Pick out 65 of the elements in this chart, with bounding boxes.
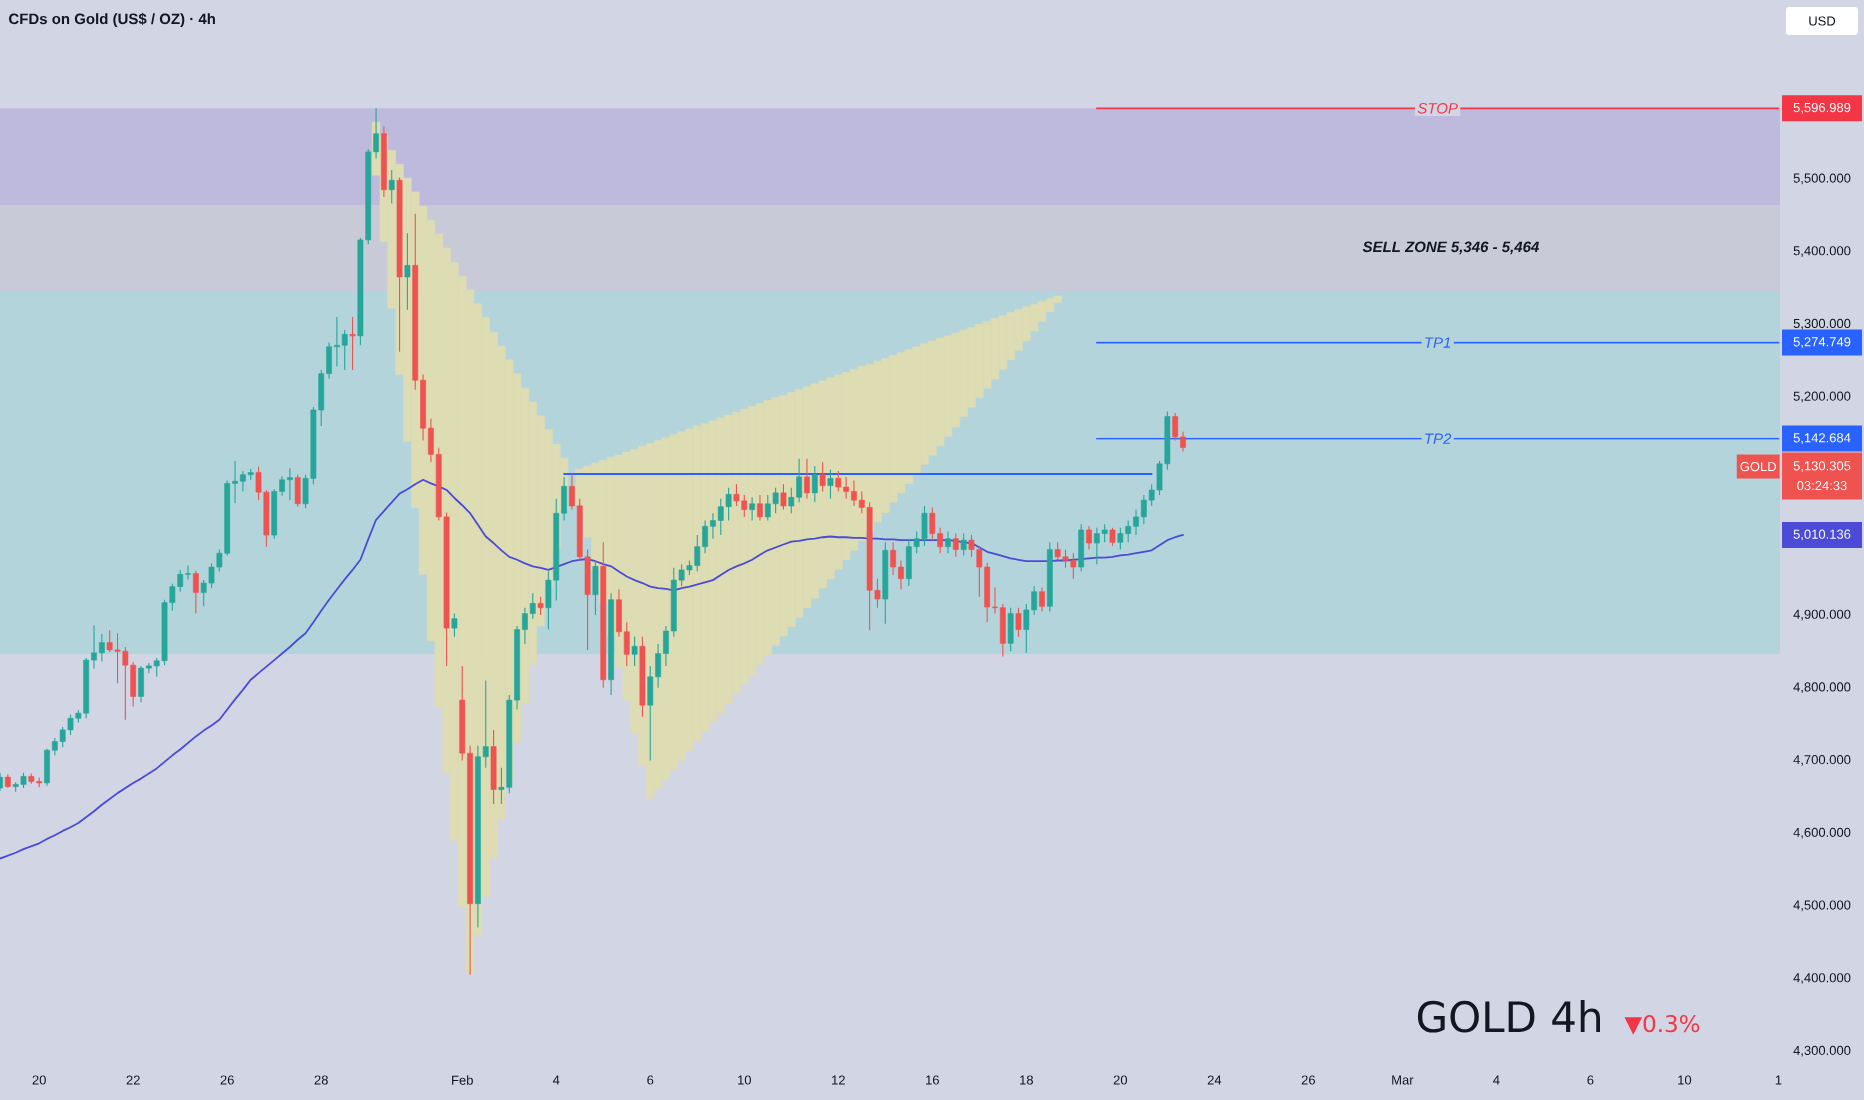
annotation: ▼0.3% [1624,1014,1700,1035]
candlestick [138,665,144,703]
candlestick [945,530,951,554]
candlestick [819,461,826,492]
candlestick [1172,412,1179,442]
candlestick [725,487,732,522]
candlestick [796,458,803,503]
candlestick [835,470,842,492]
candlestick [1039,586,1045,612]
candlestick [334,316,340,367]
candlestick [349,316,356,371]
candlestick [960,533,967,556]
candlestick [490,729,497,805]
candlestick [764,494,771,522]
candlestick [1078,523,1085,572]
candlestick [1054,541,1061,562]
candlestick [1062,549,1069,569]
candlestick [287,467,293,501]
candlestick [999,603,1006,657]
candlestick [710,512,716,540]
candlestick [843,476,850,500]
candlestick [772,487,779,514]
candlestick [733,483,740,507]
candlestick [741,494,748,518]
candlestick [294,474,301,508]
candlestick [811,465,818,503]
candlestick [1086,525,1092,551]
candlestick [749,496,756,522]
candlestick [929,506,936,540]
candlestick [59,726,66,748]
bar [920,343,929,465]
candlestick [780,483,787,511]
candlestick [114,632,121,684]
candlestick [851,479,857,507]
candlestick [192,570,199,615]
candlestick [952,533,959,558]
candlestick [717,498,724,536]
candlestick [98,633,105,663]
candlestick [1070,552,1077,580]
candlestick [451,613,458,638]
candlestick [757,494,763,522]
candlestick [1007,607,1014,652]
candlestick [106,629,113,653]
candlestick [631,636,638,667]
annotation: GOLD 4h [1417,1000,1600,1033]
candlestick [404,232,411,311]
candlestick [1125,519,1132,543]
candlestick [804,458,810,500]
candlestick [1093,527,1100,565]
candlestick [1015,607,1022,638]
candlestick [67,714,74,736]
candlestick [905,538,912,587]
candlestick [1140,494,1147,525]
candlestick [122,646,129,721]
candlestick [921,505,928,547]
candlestick [1117,527,1124,551]
candlestick [890,541,897,576]
candlestick [239,470,246,492]
candlestick [44,748,50,787]
candlestick [1109,527,1116,547]
candlestick [827,469,834,500]
candlestick [1101,523,1108,543]
candlestick [388,169,395,205]
candlestick [537,596,544,616]
candlestick [185,565,191,580]
